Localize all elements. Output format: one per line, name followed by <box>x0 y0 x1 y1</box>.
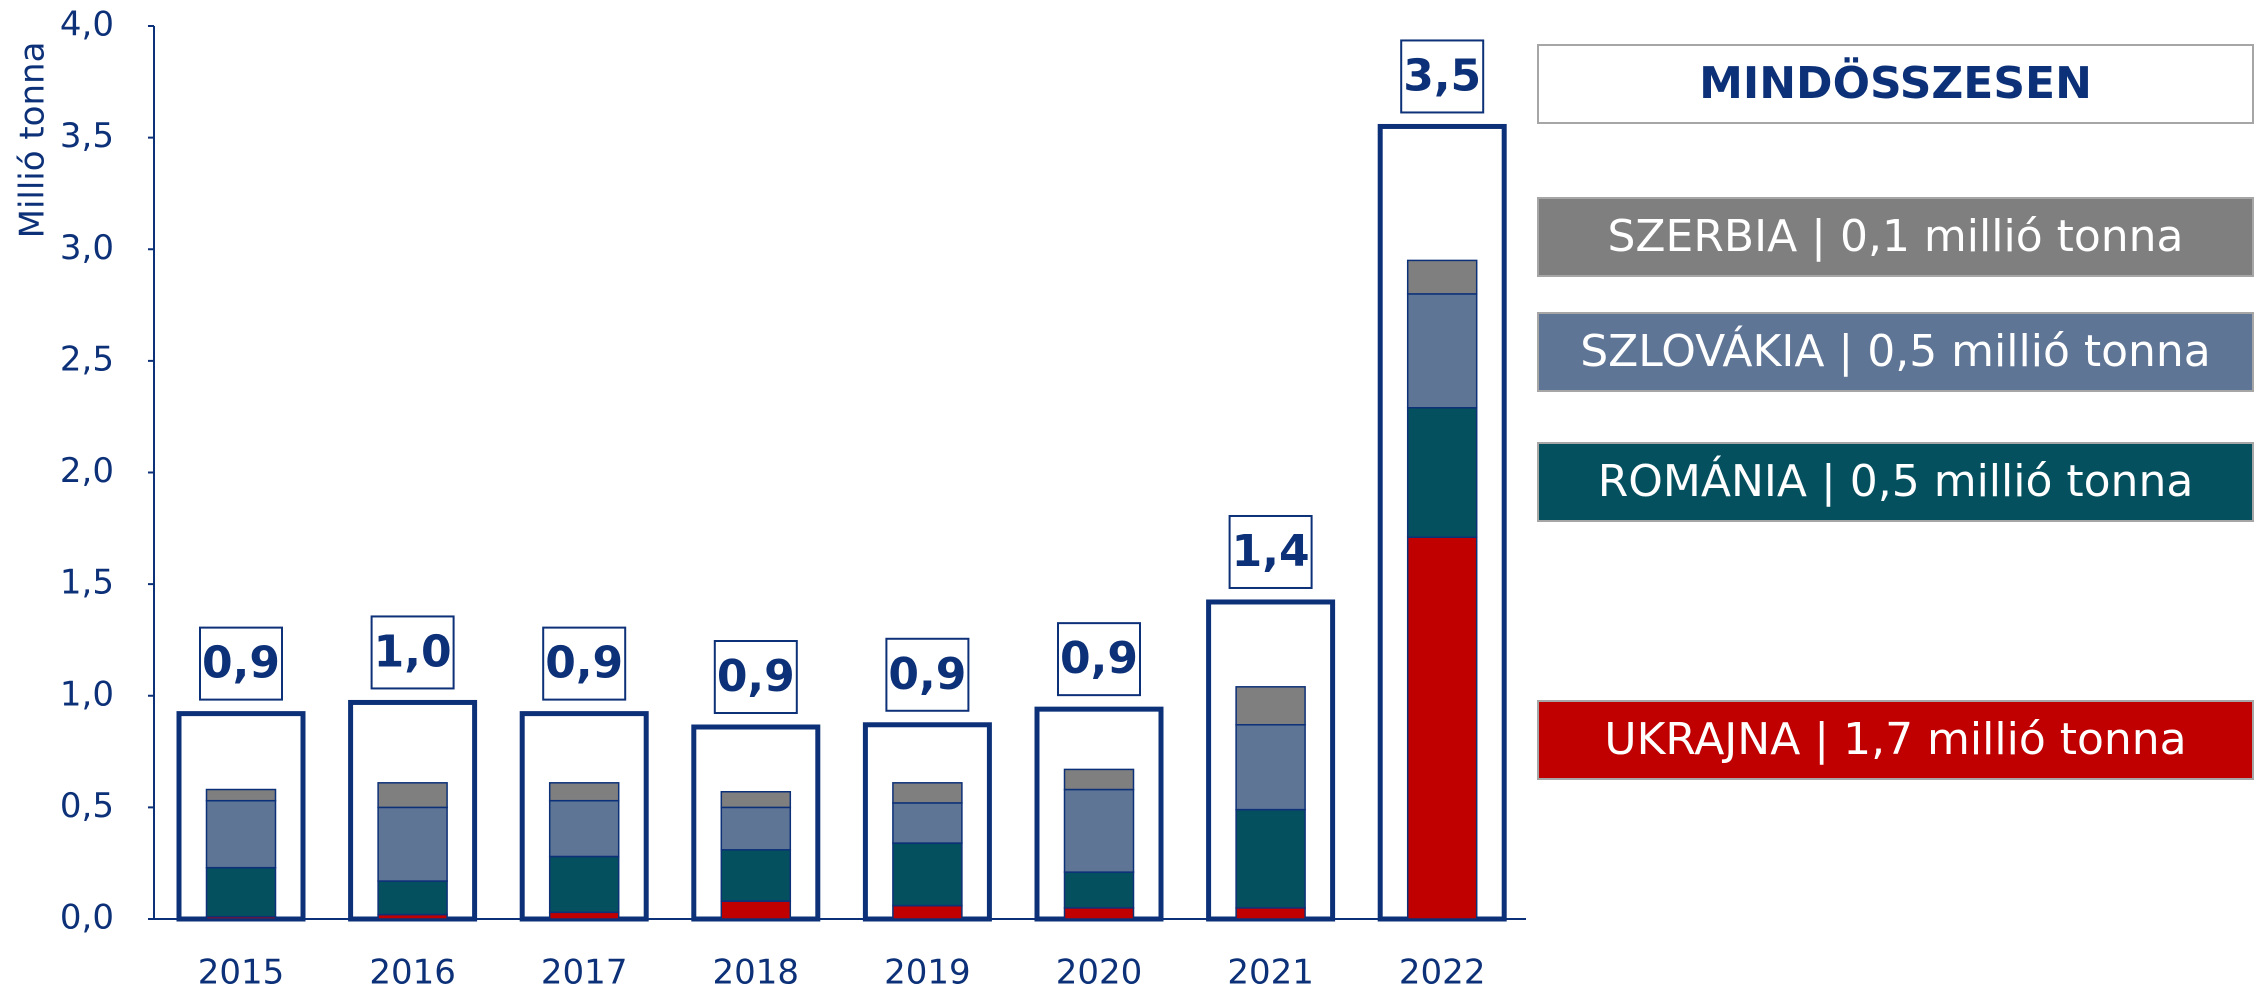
total-label-box <box>1228 514 1313 589</box>
legend-label: SZLOVÁKIA | 0,5 millió tonna <box>1580 324 2211 377</box>
bar-segment <box>1406 259 1478 295</box>
total-label-box <box>1400 39 1485 114</box>
legend-box <box>1537 197 2254 277</box>
bar-segment <box>1235 686 1306 726</box>
total-label: 0,9 <box>202 638 280 689</box>
y-tick-label: 3,0 <box>60 228 114 268</box>
bar-segment <box>1406 407 1478 538</box>
legend-total-box <box>1537 44 2254 124</box>
total-label-box <box>1057 622 1141 697</box>
y-tick-label: 1,0 <box>60 674 114 714</box>
y-tick-label: 2,0 <box>60 451 114 491</box>
bar-segment <box>548 911 620 920</box>
bar-segment <box>892 782 963 804</box>
bar-segment <box>720 849 792 902</box>
x-tick-label: 2015 <box>198 953 285 993</box>
bar-segment <box>548 855 620 914</box>
total-label: 0,9 <box>717 651 795 702</box>
bar-segment <box>1406 293 1478 409</box>
x-tick-label: 2022 <box>1399 953 1486 993</box>
legend-total: MINDÖSSZESEN <box>1699 56 2092 109</box>
y-tick-label: 4,0 <box>60 5 114 45</box>
y-axis-label: Millió tonna <box>13 42 53 239</box>
total-label-box <box>885 637 970 712</box>
bar-segment <box>377 806 448 882</box>
x-tick-label: 2019 <box>884 953 971 993</box>
legend-label: SZERBIA | 0,1 millió tonna <box>1607 211 2183 262</box>
bar-segment <box>720 806 792 851</box>
x-tick-label: 2021 <box>1227 953 1314 993</box>
bar-segment <box>377 880 448 916</box>
total-label-box <box>542 626 627 701</box>
total-label-box <box>370 615 455 690</box>
bar-segment <box>1063 768 1135 791</box>
bar-segment <box>892 802 963 844</box>
bar-segment <box>1063 788 1135 873</box>
bar-segment <box>548 799 620 858</box>
total-label: 1,4 <box>1232 526 1310 577</box>
legend-label: UKRAJNA | 1,7 millió tonna <box>1604 714 2186 765</box>
y-tick-label: 0,0 <box>60 898 114 938</box>
bar-segment <box>205 866 277 918</box>
x-tick-label: 2017 <box>541 953 628 993</box>
bar-segment <box>892 842 963 907</box>
total-label-box <box>199 626 283 701</box>
bar-segment <box>205 799 277 869</box>
bar-segment <box>1235 808 1306 909</box>
y-tick-label: 0,5 <box>60 786 114 826</box>
total-label: 0,9 <box>545 638 623 689</box>
legend-box <box>1537 442 2254 522</box>
y-tick-label: 3,5 <box>60 116 114 156</box>
y-tick-label: 2,5 <box>60 339 114 379</box>
legend-label: ROMÁNIA | 0,5 millió tonna <box>1598 454 2194 507</box>
bar-segment <box>1235 907 1306 920</box>
y-tick-label: 1,5 <box>60 563 114 603</box>
total-label: 0,9 <box>1060 633 1138 684</box>
bar-segment <box>720 900 792 920</box>
bar-segment <box>892 904 963 920</box>
bar-segment <box>1235 724 1306 811</box>
x-tick-label: 2020 <box>1056 953 1143 993</box>
total-label-box <box>713 640 798 715</box>
bar-segment <box>720 790 792 809</box>
bar-segment <box>1406 536 1478 920</box>
x-tick-label: 2016 <box>369 953 456 993</box>
x-tick-label: 2018 <box>713 953 800 993</box>
legend-box <box>1537 700 2254 780</box>
bar-segment <box>205 788 277 802</box>
total-label: 1,0 <box>374 626 452 677</box>
legend-box <box>1537 312 2254 392</box>
bar-segment <box>1063 907 1135 920</box>
total-label: 0,9 <box>888 649 966 700</box>
bar-segment <box>1063 871 1135 909</box>
bar-segment <box>377 782 448 809</box>
total-label: 3,5 <box>1403 50 1481 101</box>
bar-segment <box>548 782 620 802</box>
